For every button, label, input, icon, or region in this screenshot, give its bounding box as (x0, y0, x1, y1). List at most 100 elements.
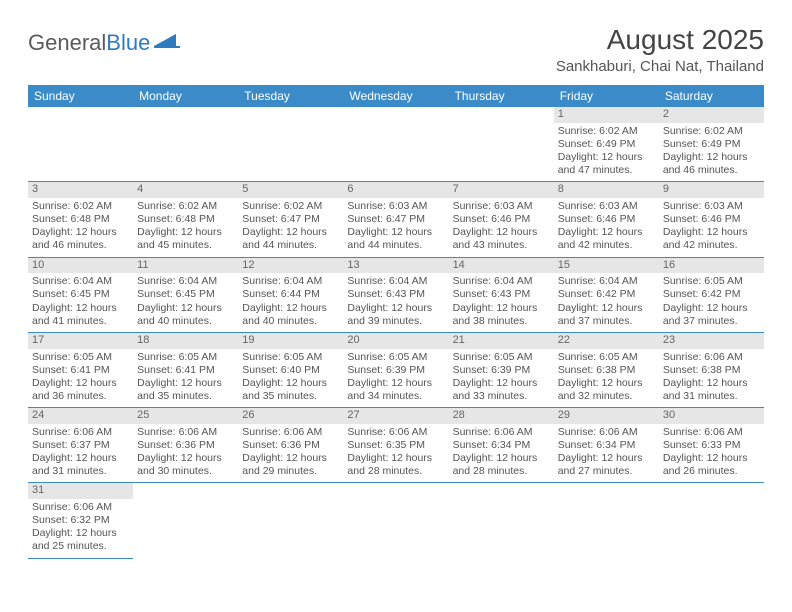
sunset-line: Sunset: 6:32 PM (32, 514, 129, 527)
daylight-line-1: Daylight: 12 hours (663, 452, 760, 465)
calendar-cell: 4Sunrise: 6:02 AMSunset: 6:48 PMDaylight… (133, 182, 238, 257)
day-number: 5 (238, 182, 343, 198)
day-number: 3 (28, 182, 133, 198)
daylight-line-1: Daylight: 12 hours (558, 151, 655, 164)
sunrise-line: Sunrise: 6:06 AM (453, 426, 550, 439)
sunrise-line: Sunrise: 6:03 AM (663, 200, 760, 213)
daylight-line-1: Daylight: 12 hours (453, 452, 550, 465)
daylight-line-1: Daylight: 12 hours (242, 452, 339, 465)
day-number: 15 (554, 258, 659, 274)
calendar-cell (133, 107, 238, 182)
sunset-line: Sunset: 6:44 PM (242, 288, 339, 301)
calendar-cell: 19Sunrise: 6:05 AMSunset: 6:40 PMDayligh… (238, 332, 343, 407)
calendar-cell: 23Sunrise: 6:06 AMSunset: 6:38 PMDayligh… (659, 332, 764, 407)
calendar-cell: 16Sunrise: 6:05 AMSunset: 6:42 PMDayligh… (659, 257, 764, 332)
weekday-header: Thursday (449, 85, 554, 107)
calendar-cell: 29Sunrise: 6:06 AMSunset: 6:34 PMDayligh… (554, 408, 659, 483)
day-number: 24 (28, 408, 133, 424)
calendar-cell: 12Sunrise: 6:04 AMSunset: 6:44 PMDayligh… (238, 257, 343, 332)
flag-icon (154, 30, 180, 56)
daylight-line-1: Daylight: 12 hours (137, 452, 234, 465)
sunset-line: Sunset: 6:40 PM (242, 364, 339, 377)
brand-part1: General (28, 30, 106, 56)
day-number: 11 (133, 258, 238, 274)
daylight-line-1: Daylight: 12 hours (663, 226, 760, 239)
calendar-cell: 1Sunrise: 6:02 AMSunset: 6:49 PMDaylight… (554, 107, 659, 182)
sunrise-line: Sunrise: 6:06 AM (32, 426, 129, 439)
weekday-header: Saturday (659, 85, 764, 107)
weekday-header: Monday (133, 85, 238, 107)
daylight-line-1: Daylight: 12 hours (663, 377, 760, 390)
calendar-cell: 28Sunrise: 6:06 AMSunset: 6:34 PMDayligh… (449, 408, 554, 483)
day-number: 22 (554, 333, 659, 349)
daylight-line-2: and 34 minutes. (347, 390, 444, 403)
calendar-cell (28, 107, 133, 182)
daylight-line-1: Daylight: 12 hours (32, 377, 129, 390)
day-number: 23 (659, 333, 764, 349)
page: GeneralBlue August 2025 Sankhaburi, Chai… (0, 0, 792, 559)
title-block: August 2025 Sankhaburi, Chai Nat, Thaila… (556, 24, 764, 75)
daylight-line-2: and 37 minutes. (558, 315, 655, 328)
sunrise-line: Sunrise: 6:02 AM (242, 200, 339, 213)
daylight-line-2: and 31 minutes. (663, 390, 760, 403)
daylight-line-1: Daylight: 12 hours (32, 226, 129, 239)
sunrise-line: Sunrise: 6:05 AM (32, 351, 129, 364)
day-number: 14 (449, 258, 554, 274)
calendar-cell: 25Sunrise: 6:06 AMSunset: 6:36 PMDayligh… (133, 408, 238, 483)
day-number: 28 (449, 408, 554, 424)
daylight-line-2: and 45 minutes. (137, 239, 234, 252)
calendar-cell: 13Sunrise: 6:04 AMSunset: 6:43 PMDayligh… (343, 257, 448, 332)
sunset-line: Sunset: 6:45 PM (137, 288, 234, 301)
sunrise-line: Sunrise: 6:04 AM (32, 275, 129, 288)
day-number: 21 (449, 333, 554, 349)
day-number: 27 (343, 408, 448, 424)
day-number: 6 (343, 182, 448, 198)
day-number: 10 (28, 258, 133, 274)
daylight-line-2: and 37 minutes. (663, 315, 760, 328)
sunrise-line: Sunrise: 6:06 AM (663, 426, 760, 439)
daylight-line-1: Daylight: 12 hours (558, 226, 655, 239)
sunset-line: Sunset: 6:38 PM (558, 364, 655, 377)
sunrise-line: Sunrise: 6:02 AM (137, 200, 234, 213)
daylight-line-1: Daylight: 12 hours (663, 302, 760, 315)
sunset-line: Sunset: 6:41 PM (32, 364, 129, 377)
calendar-cell: 9Sunrise: 6:03 AMSunset: 6:46 PMDaylight… (659, 182, 764, 257)
sunrise-line: Sunrise: 6:06 AM (242, 426, 339, 439)
day-number: 16 (659, 258, 764, 274)
sunrise-line: Sunrise: 6:02 AM (663, 125, 760, 138)
daylight-line-2: and 33 minutes. (453, 390, 550, 403)
daylight-line-1: Daylight: 12 hours (453, 377, 550, 390)
daylight-line-2: and 40 minutes. (137, 315, 234, 328)
sunset-line: Sunset: 6:37 PM (32, 439, 129, 452)
calendar-table: SundayMondayTuesdayWednesdayThursdayFrid… (28, 85, 764, 559)
daylight-line-1: Daylight: 12 hours (558, 302, 655, 315)
calendar-cell: 5Sunrise: 6:02 AMSunset: 6:47 PMDaylight… (238, 182, 343, 257)
day-number: 29 (554, 408, 659, 424)
daylight-line-1: Daylight: 12 hours (347, 226, 444, 239)
day-number: 1 (554, 107, 659, 123)
sunrise-line: Sunrise: 6:06 AM (137, 426, 234, 439)
daylight-line-1: Daylight: 12 hours (453, 226, 550, 239)
sunset-line: Sunset: 6:45 PM (32, 288, 129, 301)
page-title: August 2025 (556, 24, 764, 56)
sunset-line: Sunset: 6:48 PM (32, 213, 129, 226)
daylight-line-2: and 28 minutes. (347, 465, 444, 478)
sunrise-line: Sunrise: 6:04 AM (558, 275, 655, 288)
daylight-line-1: Daylight: 12 hours (453, 302, 550, 315)
sunrise-line: Sunrise: 6:02 AM (32, 200, 129, 213)
calendar-cell: 17Sunrise: 6:05 AMSunset: 6:41 PMDayligh… (28, 332, 133, 407)
sunset-line: Sunset: 6:33 PM (663, 439, 760, 452)
location: Sankhaburi, Chai Nat, Thailand (556, 58, 764, 75)
calendar-cell: 15Sunrise: 6:04 AMSunset: 6:42 PMDayligh… (554, 257, 659, 332)
sunrise-line: Sunrise: 6:03 AM (558, 200, 655, 213)
calendar-cell: 10Sunrise: 6:04 AMSunset: 6:45 PMDayligh… (28, 257, 133, 332)
day-number: 30 (659, 408, 764, 424)
daylight-line-1: Daylight: 12 hours (663, 151, 760, 164)
day-number: 31 (28, 483, 133, 499)
sunset-line: Sunset: 6:47 PM (347, 213, 444, 226)
sunset-line: Sunset: 6:36 PM (137, 439, 234, 452)
day-number: 12 (238, 258, 343, 274)
daylight-line-2: and 40 minutes. (242, 315, 339, 328)
sunset-line: Sunset: 6:46 PM (558, 213, 655, 226)
daylight-line-2: and 38 minutes. (453, 315, 550, 328)
